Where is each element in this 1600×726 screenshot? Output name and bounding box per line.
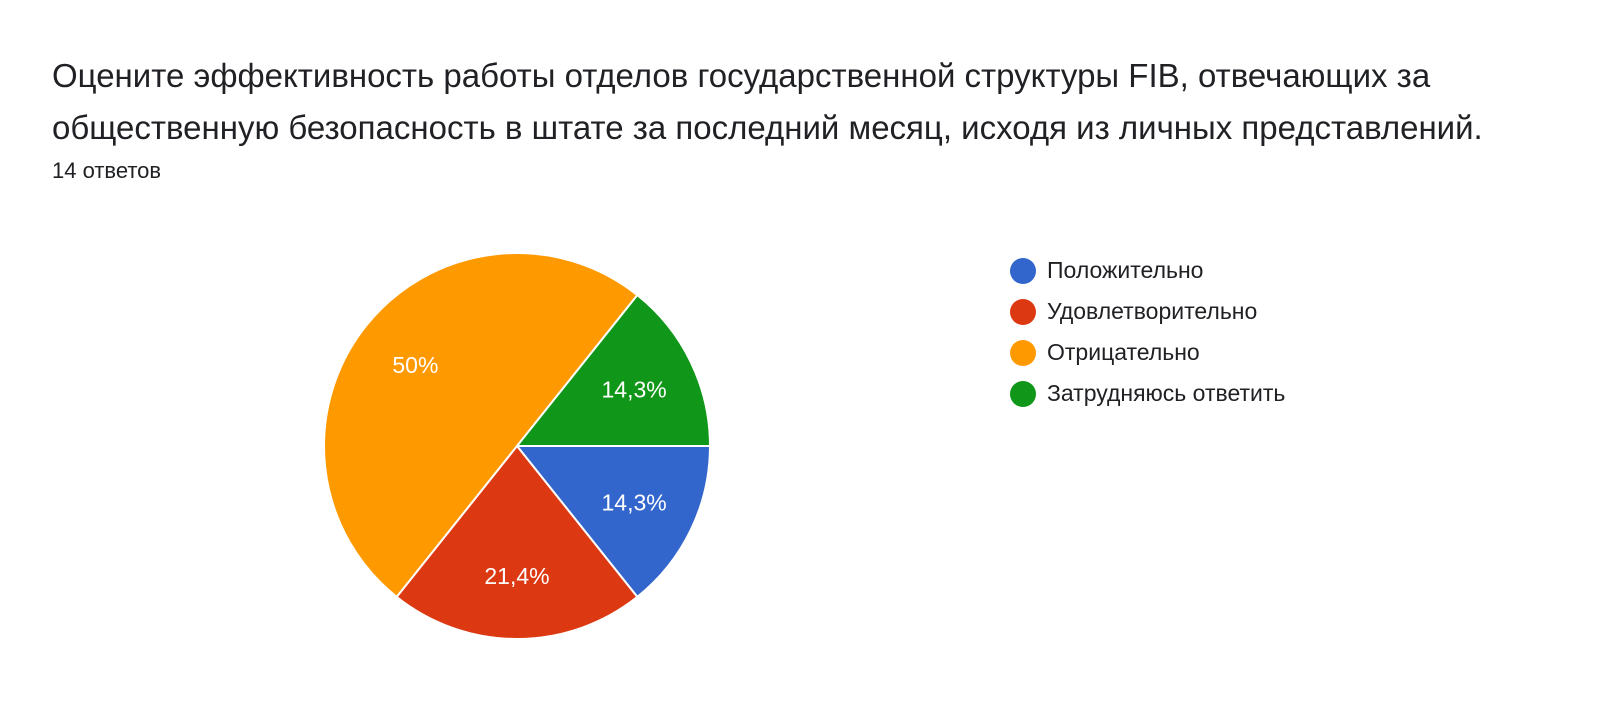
pie-slices (323, 252, 712, 640)
pie-labels: 14,3% 21,4% 50% 14,3% (392, 352, 666, 589)
legend-swatch (1010, 339, 1036, 366)
chart-legend: Положительно Удовлетворительно Отрицательн… (1010, 250, 1285, 414)
response-count: 14 ответов (52, 158, 162, 183)
legend-item-3[interactable]: Отрицательно (1010, 332, 1285, 373)
pie-slice-label-4: 14,3% (601, 377, 666, 403)
question-title: Оцените эффективность работы отделов гос… (52, 57, 1483, 146)
pie-slice-4[interactable] (514, 293, 712, 447)
legend-label: Отрицательно (1047, 339, 1200, 365)
legend-swatch (1010, 298, 1036, 325)
pie-slice-label-1: 14,3% (601, 489, 666, 515)
legend-label: Затрудняюсь ответить (1047, 380, 1286, 406)
legend-label: Положительно (1047, 257, 1204, 283)
pie-slice-2[interactable] (395, 444, 639, 640)
legend-swatch (1010, 380, 1036, 407)
pie-slice-3[interactable] (323, 252, 639, 599)
legend-item-4[interactable]: Затрудняюсь ответить (1010, 373, 1285, 414)
pie-slice-1[interactable] (514, 445, 712, 599)
legend-item-1[interactable]: Положительно (1010, 250, 1285, 291)
pie-slice-label-2: 21,4% (484, 563, 549, 589)
legend-item-2[interactable]: Удовлетворительно (1010, 291, 1285, 332)
legend-label: Удовлетворительно (1047, 298, 1258, 324)
legend-swatch (1010, 257, 1036, 284)
pie-slice-label-3: 50% (392, 352, 438, 378)
